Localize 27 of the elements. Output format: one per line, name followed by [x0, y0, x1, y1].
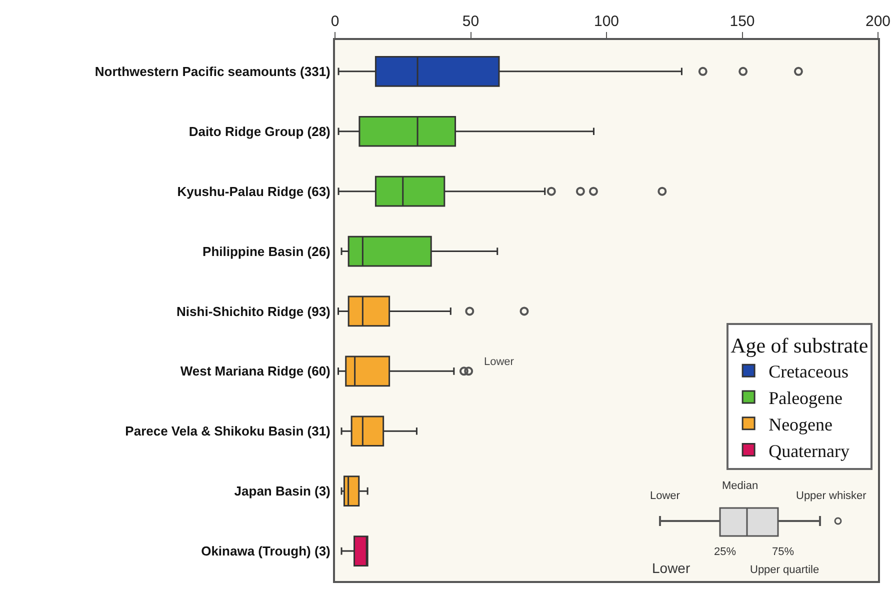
annotation: 75% [772, 546, 794, 558]
y-tick-label: Northwestern Pacific seamounts (331) [94, 64, 330, 79]
annotation: 25% [714, 546, 736, 558]
annotation: Lower [652, 560, 690, 576]
y-tick-label: West Mariana Ridge (60) [180, 364, 330, 379]
y-tick-label: Kyushu-Palau Ridge (63) [177, 184, 330, 199]
y-tick-label: Nishi-Shichito Ridge (93) [176, 304, 330, 319]
y-tick-label: Daito Ridge Group (28) [188, 124, 330, 139]
legend-label: Cretaceous [768, 362, 849, 382]
annotation: Lower [484, 356, 514, 368]
legend-label: Neogene [768, 414, 833, 434]
x-tick-label: 200 [865, 13, 891, 30]
annotation: Lower [650, 490, 680, 502]
x-tick-label: 150 [730, 13, 755, 30]
y-tick-label: Philippine Basin (26) [202, 244, 330, 259]
y-tick-label: Japan Basin (3) [234, 484, 330, 499]
y-tick-label: Okinawa (Trough) (3) [201, 544, 330, 559]
x-tick-label: 100 [594, 13, 620, 30]
legend-label: Paleogene [768, 388, 843, 408]
legend-label: Quaternary [768, 440, 850, 461]
annotation: Upper whisker [796, 490, 866, 502]
annotation: Median [722, 480, 758, 492]
x-tick-label: 0 [330, 13, 340, 30]
x-tick-label: 50 [462, 13, 480, 30]
y-tick-label: Parece Vela & Shikoku Basin (31) [125, 424, 330, 439]
legend-title: Age of substrate [730, 333, 868, 358]
annotation: Upper quartile [750, 564, 820, 576]
